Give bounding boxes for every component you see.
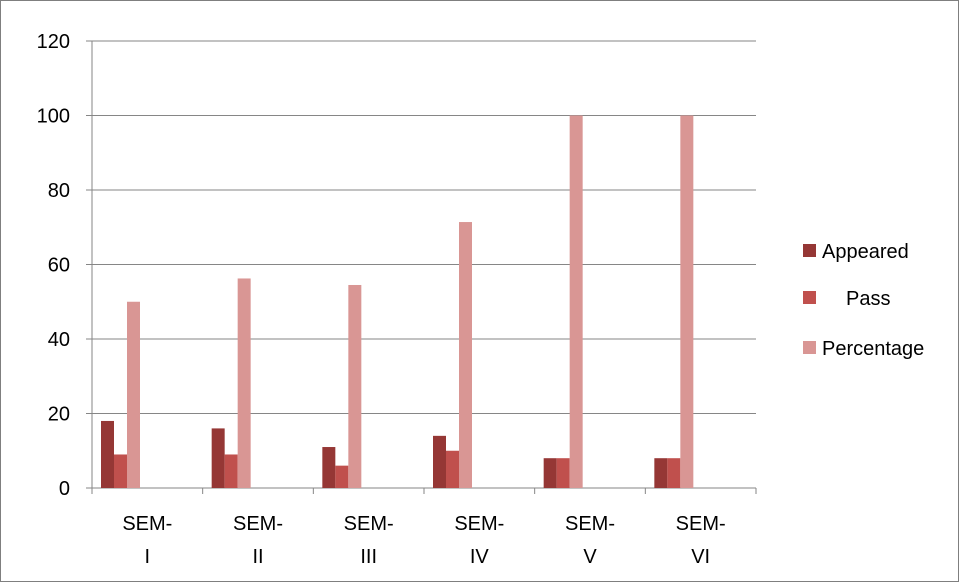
bar-appeared-4 xyxy=(433,435,446,488)
x-tick-label-line1: SEM- xyxy=(233,513,283,535)
bar-pass-6 xyxy=(667,458,681,488)
x-tick-label-line2: VI xyxy=(691,546,710,568)
legend-label-pass: Pass xyxy=(846,288,890,310)
bar-percentage-3 xyxy=(348,284,362,488)
y-tick-label: 40 xyxy=(48,329,70,351)
x-tick-label-line1: SEM- xyxy=(344,513,394,535)
legend-swatch-percentage xyxy=(803,341,816,354)
x-tick-label-line2: V xyxy=(583,546,597,568)
x-tick-label-line2: II xyxy=(252,546,263,568)
x-tick-label-line1: SEM- xyxy=(122,513,172,535)
bar-percentage-4 xyxy=(459,222,472,488)
legend-swatch-appeared xyxy=(803,244,816,257)
y-tick-label: 60 xyxy=(48,255,70,277)
bar-pass-5 xyxy=(556,458,570,488)
bar-percentage-1 xyxy=(127,301,140,488)
x-tick-label-line1: SEM- xyxy=(565,513,615,535)
bar-percentage-6 xyxy=(680,115,694,488)
y-tick-label: 80 xyxy=(48,180,70,202)
y-tick-label: 20 xyxy=(48,404,70,426)
bar-pass-4 xyxy=(446,450,459,488)
legend-label-percentage: Percentage xyxy=(822,338,924,360)
axes xyxy=(86,40,757,494)
legend: Appeared Pass Percentage xyxy=(803,241,924,360)
y-tick-label: 0 xyxy=(59,478,70,500)
y-tick-label: 120 xyxy=(37,31,70,53)
x-tick-label-line2: III xyxy=(360,546,377,568)
bar-percentage-2 xyxy=(237,278,251,488)
x-tick-labels: SEM- I SEM- II SEM- III SEM- IV SEM- V SEM- VI xyxy=(122,513,725,568)
x-tick-label-line2: I xyxy=(145,546,151,568)
bar-pass-3 xyxy=(335,465,349,488)
bar-percentage-5 xyxy=(569,115,583,488)
legend-swatch-pass xyxy=(803,291,816,304)
x-tick-label-line1: SEM- xyxy=(454,513,504,535)
bar-appeared-1 xyxy=(101,420,114,488)
bar-appeared-5 xyxy=(543,458,557,488)
x-tick-label-line2: IV xyxy=(470,546,490,568)
bar-appeared-2 xyxy=(211,428,225,488)
bar-appeared-6 xyxy=(654,458,668,488)
x-tick-label-line1: SEM- xyxy=(676,513,726,535)
gridlines xyxy=(92,40,756,414)
y-tick-labels: 0 20 40 60 80 100 120 xyxy=(37,31,70,500)
bar-pass-2 xyxy=(224,454,238,488)
y-tick-label: 100 xyxy=(37,106,70,128)
legend-label-appeared: Appeared xyxy=(822,241,909,263)
bar-appeared-3 xyxy=(322,447,336,488)
bars xyxy=(101,115,694,488)
bar-pass-1 xyxy=(114,454,127,488)
